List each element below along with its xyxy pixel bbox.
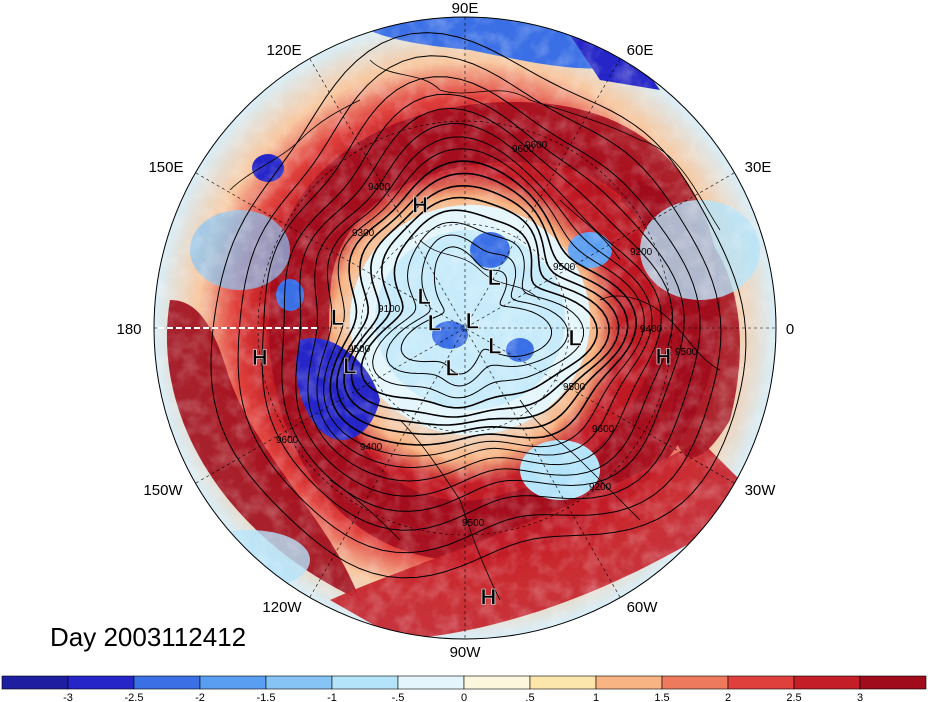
contour-line: [281, 93, 685, 512]
contour-value-label: 9600: [525, 140, 548, 151]
low-pressure-marker: L: [445, 355, 458, 380]
contour-line: [329, 160, 637, 446]
coastlines: [229, 59, 721, 601]
high-pressure-marker: H: [412, 193, 428, 218]
contour-line: [400, 246, 552, 375]
colorbar-swatch: [397, 675, 465, 690]
date-label: Day 2003112412: [50, 622, 246, 652]
contour-line: [360, 209, 599, 409]
contour-value-label: 9600: [276, 435, 299, 446]
colorbar: -3 -2.5 -2 -1.5 -1 -.5 0 .5 1 1.5 2 2.5 3: [1, 675, 927, 702]
low-pressure-marker: L: [417, 284, 430, 309]
contour-value-label: 9500: [675, 347, 698, 358]
contour-line: [323, 148, 645, 457]
low-pressure-marker: L: [488, 333, 501, 358]
contour-value-label: 9500: [462, 518, 485, 529]
colorbar-tick-label: 2: [725, 692, 731, 702]
colorbar-swatch: [331, 675, 399, 690]
colorbar-tick-label: -3: [63, 692, 73, 702]
high-pressure-marker: H: [656, 344, 672, 369]
contour-line: [261, 76, 701, 531]
contour-value-labels: 9600 9400 9300 9500 9200 9100 9500 9500 9200 9500…: [276, 140, 698, 529]
contour-line: [385, 234, 569, 387]
lon-label-180: 180: [116, 321, 141, 338]
colorbar-tick-label: .5: [525, 692, 534, 702]
colorbar-swatch: [67, 675, 135, 690]
contour-line: [295, 107, 674, 497]
colorbar-tick-label: 3: [857, 692, 863, 702]
colorbar-swatch: [661, 675, 729, 690]
colorbar-swatch: [529, 675, 597, 690]
colorbar-swatch: [1, 675, 69, 690]
contour-value-label: 9200: [589, 482, 612, 493]
low-pressure-marker: L: [428, 311, 441, 336]
contour-value-label: 9600: [512, 144, 535, 155]
contour-value-label: 9400: [360, 442, 383, 453]
contour-line: [237, 55, 722, 554]
lon-label-0: 0: [786, 321, 794, 338]
lon-label-30w: 30W: [745, 482, 777, 499]
lon-label-90w: 90W: [450, 644, 482, 661]
height-contours: [210, 32, 747, 579]
colorbar-tick-label: -.5: [392, 692, 405, 702]
colorbar-swatch: [859, 675, 927, 690]
colorbar-swatch: [727, 675, 795, 690]
low-pressure-marker: L: [343, 353, 356, 378]
contour-line: [316, 136, 653, 469]
colorbar-swatch: [793, 675, 861, 690]
lon-label-30e: 30E: [745, 159, 772, 176]
contour-line: [343, 184, 620, 426]
low-pressure-marker: L: [568, 326, 581, 351]
contour-line: [210, 32, 747, 579]
contour-value-label: 9500: [553, 262, 576, 273]
contour-line: [350, 196, 610, 418]
lon-label-60e: 60E: [627, 42, 654, 59]
low-pressure-marker: L: [331, 305, 344, 330]
low-pressure-marker: L: [466, 309, 479, 334]
lon-label-120e: 120E: [266, 42, 301, 59]
contour-line: [336, 172, 629, 436]
colorbar-swatch: [133, 675, 201, 690]
contour-value-label: 9200: [630, 247, 653, 258]
colorbar-tick-label: 2.5: [786, 692, 801, 702]
lon-label-120w: 120W: [262, 599, 302, 616]
colorbar-tick-label: -2: [195, 692, 205, 702]
colorbar-tick-label: -2.5: [125, 692, 144, 702]
colorbar-tick-label: 0: [461, 692, 467, 702]
high-pressure-marker: H: [481, 585, 497, 610]
lon-label-90e: 90E: [452, 0, 479, 17]
contour-line: [372, 221, 584, 399]
colorbar-swatch: [463, 675, 531, 690]
colorbar-tick-label: -1.5: [257, 692, 276, 702]
contour-value-label: 9400: [368, 182, 391, 193]
contour-value-label: 9500: [348, 344, 371, 355]
colorbar-swatch: [199, 675, 267, 690]
contour-value-label: 9400: [640, 324, 663, 335]
high-pressure-marker: H: [252, 345, 268, 370]
colorbar-swatch: [265, 675, 333, 690]
low-pressure-marker: L: [488, 265, 501, 290]
colorbar-swatch: [595, 675, 663, 690]
map-boundary: [153, 16, 777, 640]
contour-value-label: 9100: [378, 304, 401, 315]
contour-line: [307, 122, 662, 482]
lon-label-150w: 150W: [143, 482, 183, 499]
colorbar-tick-label: 1.5: [654, 692, 669, 702]
colorbar-tick-label: -1: [327, 692, 337, 702]
contour-value-label: 9300: [352, 228, 375, 239]
colorbar-tick-label: 1: [593, 692, 599, 702]
lon-label-150e: 150E: [148, 159, 183, 176]
contour-value-label: 9600: [592, 424, 615, 435]
longitude-labels: 90E 60E 30E 0 30W 60W 90W 120W 150W 180 …: [116, 0, 794, 661]
lon-label-60w: 60W: [627, 599, 659, 616]
contour-value-label: 9500: [563, 382, 586, 393]
